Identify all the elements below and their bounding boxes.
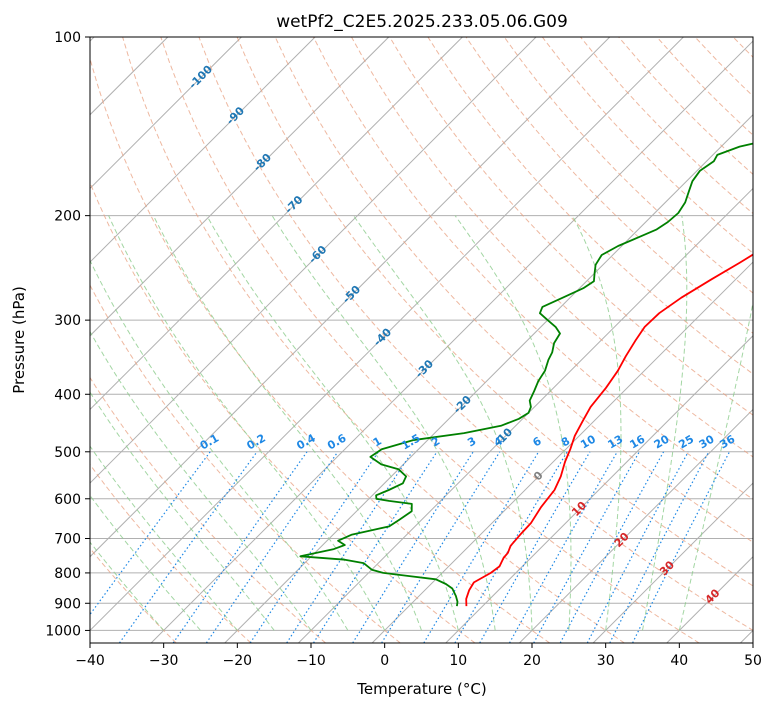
x-axis-label: Temperature (°C) (356, 680, 486, 698)
moist-adiabat (108, 215, 386, 631)
isotherm-line (224, 114, 753, 643)
isotherm-line (519, 408, 753, 643)
moist-adiabat (90, 494, 201, 631)
isotherm-line (90, 37, 684, 632)
moist-adiabat (90, 391, 275, 631)
isotherm-line (90, 37, 463, 411)
isotherm-line (90, 37, 242, 190)
dry-adiabat (90, 181, 476, 643)
dry-adiabats (90, 37, 753, 643)
dry-adiabat (236, 37, 753, 587)
y-tick-label: 100 (54, 30, 81, 46)
plot-frame (89, 36, 754, 644)
isotherm-line (150, 40, 753, 643)
moist-adiabat (454, 215, 572, 631)
plot-area (90, 37, 753, 643)
y-axis-label: Pressure (hPa) (10, 286, 28, 394)
y-tick-label: 600 (54, 492, 81, 508)
isotherm-line (90, 37, 316, 263)
mixing-ratio-line (559, 451, 665, 643)
y-tick-label: 700 (54, 532, 81, 548)
dry-adiabat (503, 37, 753, 294)
isotherm-line (371, 261, 753, 643)
isotherm-line (90, 37, 537, 484)
dewpoint-profile-line (299, 142, 753, 607)
y-tick-label: 1000 (45, 623, 81, 639)
y-tick-label: 800 (54, 566, 81, 582)
mixing-ratio-line (249, 451, 379, 643)
moist-adiabat (90, 330, 312, 631)
isotherm-line (445, 335, 753, 643)
dry-adiabat (122, 37, 625, 643)
x-tick-label: 50 (744, 653, 762, 669)
moist-adiabat (271, 215, 496, 631)
axis-ticks: −40 −30 −20 −10 0 10 20 30 40 50 100 200 300 400 500 60… (45, 30, 762, 669)
moist-adiabats (90, 215, 753, 631)
x-tick-label: −30 (149, 653, 179, 669)
x-tick-label: −40 (75, 653, 105, 669)
y-tick-label: 300 (54, 313, 81, 329)
x-tick-label: 40 (670, 653, 688, 669)
chart-title: wetPf2_C2E5.2025.233.05.06.G09 (276, 12, 568, 32)
y-tick-label: 400 (54, 387, 81, 403)
mixing-ratio-line (312, 451, 438, 643)
x-tick-label: −20 (223, 653, 253, 669)
moist-adiabat (571, 215, 622, 631)
mixing-ratio-line (90, 451, 211, 616)
mixing-ratio-line (423, 451, 540, 643)
mixing-ratio-line (119, 451, 258, 643)
dry-adiabat (160, 37, 700, 643)
isotherm-line (592, 482, 753, 643)
mixing-ratio-line (205, 451, 339, 643)
moist-adiabat (90, 541, 165, 631)
dry-adiabat (198, 37, 753, 631)
y-tick-label: 500 (54, 445, 81, 461)
x-tick-label: 30 (597, 653, 615, 669)
moist-adiabat (90, 259, 349, 631)
mixing-ratio-line (533, 451, 640, 643)
mixing-ratio-lines (90, 451, 731, 643)
pressure-gridlines (90, 37, 753, 643)
mixing-ratio-line (508, 451, 618, 643)
dry-adiabat (90, 547, 177, 643)
moist-adiabat (206, 215, 459, 631)
dry-adiabat (389, 37, 753, 416)
y-tick-label: 200 (54, 209, 81, 225)
dry-adiabat (90, 376, 326, 643)
dry-adiabat (90, 56, 550, 643)
temperature-profile-line (465, 253, 753, 607)
mixing-ratio-line (172, 451, 308, 643)
profile-series (299, 142, 753, 607)
mixing-ratio-line (286, 451, 413, 643)
isotherm-line (90, 37, 390, 337)
x-tick-label: 20 (523, 653, 541, 669)
dry-adiabat (90, 463, 252, 643)
mixing-ratio-line (352, 451, 474, 643)
x-tick-label: −10 (296, 653, 326, 669)
dry-adiabat (90, 284, 401, 643)
moist-adiabat (678, 300, 753, 631)
dry-adiabat (427, 37, 753, 375)
x-tick-label: 10 (449, 653, 467, 669)
x-tick-label: 0 (380, 653, 389, 669)
y-tick-label: 900 (54, 596, 81, 612)
mixing-ratio-line (632, 451, 731, 643)
moist-adiabat (90, 445, 238, 631)
isotherm-line (90, 37, 611, 558)
moist-adiabat (353, 215, 533, 631)
mixing-ratio-line (586, 451, 689, 643)
dry-adiabat (312, 37, 753, 500)
